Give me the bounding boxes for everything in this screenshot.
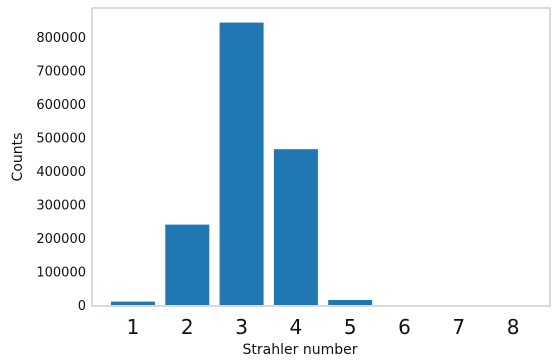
x-tick-label-8: 8 (507, 315, 520, 339)
bar-2 (165, 224, 210, 305)
x-tick-label-3: 3 (235, 315, 248, 339)
x-tick-label-4: 4 (290, 315, 303, 339)
y-tick-label-0: 0 (78, 299, 86, 314)
y-tick-label-500000: 500000 (36, 132, 86, 147)
bars-group (111, 22, 373, 305)
y-tick-label-400000: 400000 (36, 165, 86, 180)
bar-1 (111, 301, 155, 305)
x-tick-label-6: 6 (398, 315, 411, 339)
y-tick-label-300000: 300000 (36, 199, 86, 214)
y-tick-label-600000: 600000 (36, 98, 86, 113)
x-tick-label-5: 5 (344, 315, 357, 339)
y-tick-label-100000: 100000 (36, 266, 86, 281)
y-tick-labels: 0 100000 200000 300000 400000 500000 600000 700… (36, 31, 86, 314)
x-tick-label-7: 7 (452, 315, 465, 339)
x-tick-labels: 1 2 3 4 5 6 7 8 (127, 315, 520, 339)
y-tick-label-200000: 200000 (36, 232, 86, 247)
x-tick-label-1: 1 (127, 315, 140, 339)
bar-3 (219, 22, 264, 305)
y-axis-label: Counts (10, 133, 26, 182)
x-tick-label-2: 2 (181, 315, 194, 339)
y-tick-label-700000: 700000 (36, 65, 86, 80)
plot-area (91, 7, 551, 307)
bar-5 (328, 300, 373, 305)
bar-4 (273, 149, 318, 305)
x-axis-label: Strahler number (243, 342, 358, 358)
y-tick-label-800000: 800000 (36, 31, 86, 46)
